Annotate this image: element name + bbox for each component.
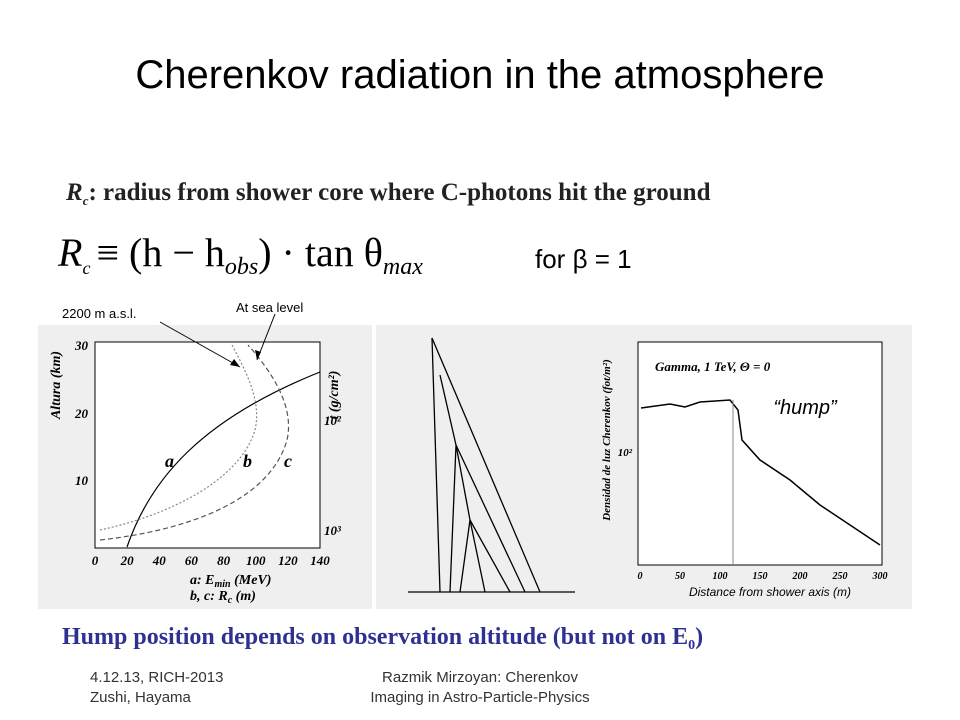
subscript: 0 — [688, 638, 695, 653]
x-tick-label: 250 — [832, 571, 848, 582]
x-tick-label: 40 — [152, 553, 167, 568]
x-tick-label: 150 — [753, 571, 768, 582]
x-axis-label: a: Emin (MeV) — [190, 573, 271, 590]
x-axis-label: Distance from shower axis (m) — [689, 585, 851, 599]
formula: Rc ≡ (h − hobs) · tan θmax — [57, 230, 423, 280]
curve-label: b — [243, 451, 252, 471]
x-tick-label: 60 — [185, 553, 199, 568]
y-tick-label: 20 — [74, 406, 89, 421]
x-axis-label-text: b, c: R — [190, 589, 228, 604]
shower-diagram — [408, 337, 575, 593]
y-axis-label: Densidad de luz Cherenkov (fot/m²) — [601, 359, 613, 522]
definition-text: : radius from shower core where C-photon… — [88, 179, 710, 206]
title-text: Cherenkov radiation in the atmosphere — [135, 53, 824, 97]
right-tick-label: 10² — [324, 413, 342, 428]
right-tick-label: 10³ — [324, 523, 342, 538]
x-tick-label: 140 — [310, 553, 330, 568]
curve-label: a — [165, 451, 174, 471]
x-tick-label: 120 — [278, 553, 298, 568]
subscript: c — [228, 595, 233, 606]
x-tick-label: 0 — [638, 571, 643, 582]
y-tick-label: 10² — [618, 447, 633, 459]
x-tick-label: 200 — [792, 571, 808, 582]
x-tick-label: 80 — [217, 553, 231, 568]
curve-c — [99, 344, 289, 541]
footer-center: Imaging in Astro-Particle-Physics — [370, 689, 589, 706]
x-axis-label-unit: (MeV) — [231, 573, 272, 588]
legend: Gamma, 1 TeV, Θ = 0 — [655, 359, 771, 374]
subscript: min — [215, 579, 232, 590]
formula-sub: c — [82, 258, 90, 278]
formula-lhs: R — [57, 230, 82, 275]
conclusion-tail: ) — [695, 624, 703, 650]
formula-rhs: ≡ (h − h — [96, 230, 224, 275]
plot-frame — [94, 341, 321, 549]
x-tick-label: 0 — [92, 553, 99, 568]
definition: Rc: radius from shower core where C-phot… — [65, 179, 711, 208]
right-axis-label: t (g/cm²) — [327, 371, 342, 420]
symbol: R — [65, 179, 83, 206]
arrow — [159, 321, 241, 368]
subscript: c — [83, 193, 89, 208]
footer-left: 4.12.13, RICH-2013 — [90, 669, 223, 686]
x-tick-label: 100 — [246, 553, 266, 568]
x-tick-label: 20 — [120, 553, 135, 568]
x-axis-label: b, c: Rc (m) — [190, 589, 256, 606]
conclusion-text: Hump position depends on observation alt… — [62, 624, 688, 650]
arrow-head — [230, 359, 240, 367]
title: Cherenkov radiation in the atmosphere — [135, 53, 824, 97]
condition: for β = 1 — [535, 244, 632, 274]
formula-rest: ) · tan θ — [258, 230, 383, 275]
density-curve — [640, 399, 881, 546]
y-axis-label: Altura (km) — [49, 351, 64, 420]
x-axis-label-unit: (m) — [232, 589, 256, 604]
y-tick-label: 30 — [74, 338, 89, 353]
x-axis-label-text: a: E — [190, 573, 215, 588]
formula-sub: max — [383, 254, 423, 280]
arrow-head — [255, 350, 261, 360]
curve-b — [99, 344, 258, 531]
annotation: At sea level — [236, 300, 303, 315]
curve-label: c — [284, 451, 292, 471]
formula-sub: obs — [225, 254, 258, 280]
x-tick-label: 300 — [872, 571, 888, 582]
x-tick-label: 100 — [713, 571, 728, 582]
curve-a — [126, 371, 321, 548]
annotation: 2200 m a.s.l. — [62, 306, 136, 321]
footer-left: Zushi, Hayama — [90, 689, 192, 706]
conclusion: Hump position depends on observation alt… — [62, 624, 703, 653]
right-plot: Densidad de luz Cherenkov (fot/m²) Gamma,… — [601, 359, 888, 599]
plot-frame — [637, 341, 883, 566]
y-tick-label: 10 — [75, 473, 89, 488]
x-tick-label: 50 — [675, 571, 685, 582]
footer-center: Razmik Mirzoyan: Cherenkov — [382, 669, 578, 686]
annotation: “hump” — [773, 397, 838, 419]
